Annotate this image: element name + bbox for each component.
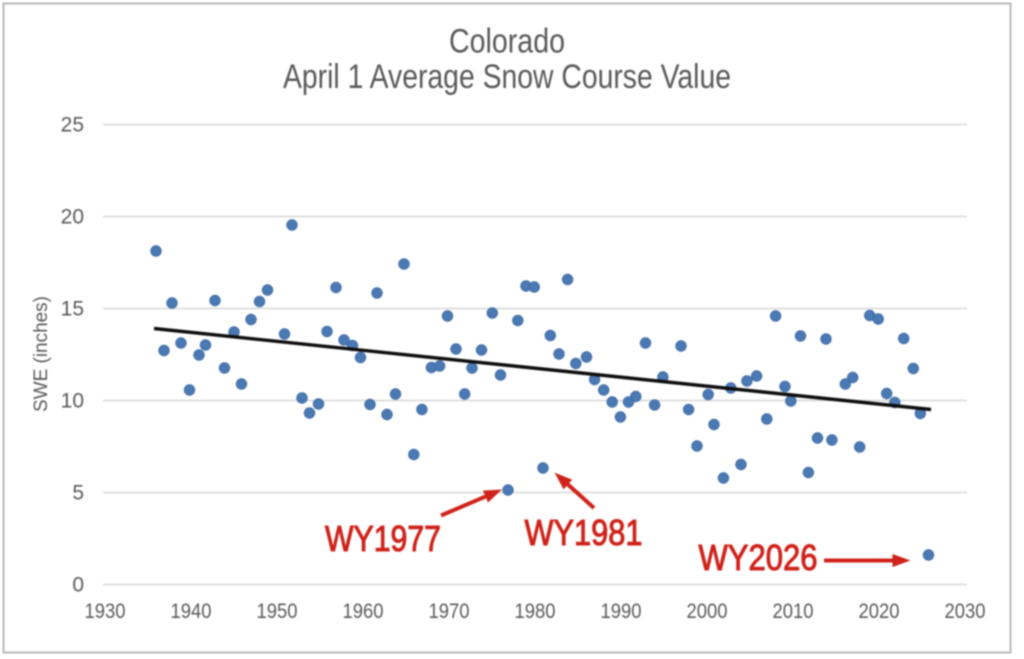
svg-text:1930: 1930	[85, 600, 126, 623]
svg-text:WY1981: WY1981	[525, 512, 643, 553]
svg-text:20: 20	[61, 206, 84, 229]
svg-text:WY1977: WY1977	[325, 518, 441, 559]
svg-text:April 1 Average Snow Course Va: April 1 Average Snow Course Value	[283, 58, 731, 96]
svg-text:1960: 1960	[343, 600, 384, 623]
svg-text:2010: 2010	[773, 600, 814, 623]
svg-text:1940: 1940	[171, 600, 212, 623]
svg-text:1990: 1990	[601, 600, 642, 623]
svg-text:5: 5	[72, 482, 84, 505]
svg-text:Colorado: Colorado	[449, 23, 565, 61]
svg-text:WY2026: WY2026	[699, 537, 818, 578]
svg-text:2030: 2030	[945, 600, 986, 623]
svg-text:1980: 1980	[515, 600, 556, 623]
svg-text:2020: 2020	[859, 600, 900, 623]
svg-text:2000: 2000	[687, 600, 728, 623]
svg-text:10: 10	[61, 390, 84, 413]
svg-text:0: 0	[72, 574, 84, 597]
svg-text:SWE (inches): SWE (inches)	[31, 296, 52, 412]
svg-text:15: 15	[61, 298, 84, 321]
svg-text:1950: 1950	[257, 600, 298, 623]
svg-text:25: 25	[61, 114, 84, 137]
svg-text:1970: 1970	[429, 600, 470, 623]
